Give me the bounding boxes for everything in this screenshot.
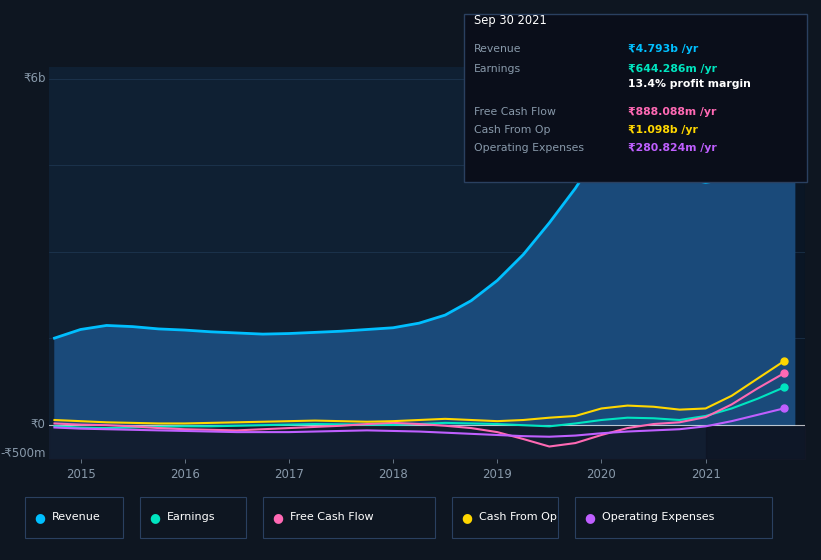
Text: ₹0: ₹0	[30, 418, 45, 431]
Text: ₹4.793b /yr: ₹4.793b /yr	[628, 44, 699, 54]
Text: Cash From Op: Cash From Op	[474, 125, 550, 135]
Text: Sep 30 2021: Sep 30 2021	[474, 14, 547, 27]
Text: ₹6b: ₹6b	[23, 72, 45, 85]
Text: -₹500m: -₹500m	[0, 447, 45, 460]
Text: ●: ●	[149, 511, 160, 524]
Text: Cash From Op: Cash From Op	[479, 512, 557, 522]
Text: Earnings: Earnings	[167, 512, 215, 522]
Text: Operating Expenses: Operating Expenses	[602, 512, 714, 522]
Text: Free Cash Flow: Free Cash Flow	[474, 107, 556, 117]
Text: ●: ●	[34, 511, 45, 524]
Text: Free Cash Flow: Free Cash Flow	[290, 512, 374, 522]
Bar	[705, 67, 805, 459]
Text: Revenue: Revenue	[474, 44, 521, 54]
Text: ₹1.098b /yr: ₹1.098b /yr	[628, 125, 698, 135]
Text: ●: ●	[461, 511, 472, 524]
Text: 13.4% profit margin: 13.4% profit margin	[628, 80, 751, 90]
Text: ₹644.286m /yr: ₹644.286m /yr	[628, 64, 717, 74]
Text: Earnings: Earnings	[474, 64, 521, 74]
Text: ₹280.824m /yr: ₹280.824m /yr	[628, 143, 717, 153]
Text: Operating Expenses: Operating Expenses	[474, 143, 584, 153]
Text: ●: ●	[584, 511, 595, 524]
Text: Revenue: Revenue	[52, 512, 100, 522]
Text: ●: ●	[272, 511, 283, 524]
Text: ₹888.088m /yr: ₹888.088m /yr	[628, 107, 717, 117]
